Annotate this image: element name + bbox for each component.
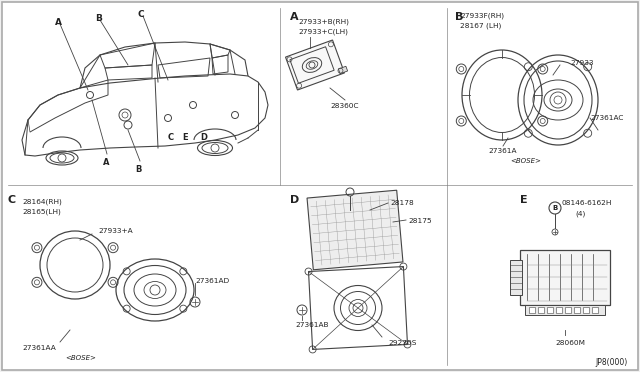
Text: JP8(000): JP8(000) [595,358,627,367]
Text: 28175: 28175 [408,218,431,224]
Bar [525,305,605,315]
Text: (4): (4) [575,210,586,217]
Text: 27361AB: 27361AB [295,322,328,328]
Bar [529,307,535,313]
Bar [565,307,571,313]
Text: 28360C: 28360C [330,103,358,109]
Polygon shape [285,40,344,90]
Text: C: C [8,195,16,205]
Text: 27361AC: 27361AC [590,115,623,121]
Bar [592,307,598,313]
Text: B: B [552,205,557,211]
Bar [556,307,562,313]
Text: 27933F(RH): 27933F(RH) [460,12,504,19]
Bar [510,260,522,295]
Text: 27361A: 27361A [488,148,516,154]
Text: 27361AD: 27361AD [195,278,229,284]
Text: 28060M: 28060M [555,340,585,346]
Polygon shape [307,190,403,270]
Text: C: C [168,133,174,142]
Bar [547,307,553,313]
Text: 27933+B(RH): 27933+B(RH) [298,18,349,25]
Text: B: B [135,165,141,174]
Polygon shape [339,66,348,74]
Bar [583,307,589,313]
Text: 27933: 27933 [570,60,593,66]
Text: <BOSE>: <BOSE> [65,355,96,361]
Text: C: C [138,10,145,19]
Text: 28178: 28178 [390,200,413,206]
Text: 28167 (LH): 28167 (LH) [460,22,501,29]
Text: <BOSE>: <BOSE> [510,158,541,164]
Text: B: B [95,14,102,23]
Text: 27361AA: 27361AA [22,345,56,351]
Text: 27933+A: 27933+A [98,228,132,234]
Text: A: A [55,18,62,27]
Bar [520,250,610,305]
Text: B: B [455,12,463,22]
Polygon shape [308,267,408,349]
Text: 28165(LH): 28165(LH) [22,208,61,215]
Text: A: A [103,158,109,167]
Bar [538,307,544,313]
Text: E: E [182,133,188,142]
Text: E: E [520,195,527,205]
Text: D: D [200,133,207,142]
Text: A: A [290,12,299,22]
Text: 27933+C(LH): 27933+C(LH) [298,28,348,35]
Text: 08146-6162H: 08146-6162H [562,200,612,206]
Text: 29270S: 29270S [388,340,417,346]
Bar [574,307,580,313]
Text: D: D [290,195,300,205]
Text: 28164(RH): 28164(RH) [22,198,62,205]
